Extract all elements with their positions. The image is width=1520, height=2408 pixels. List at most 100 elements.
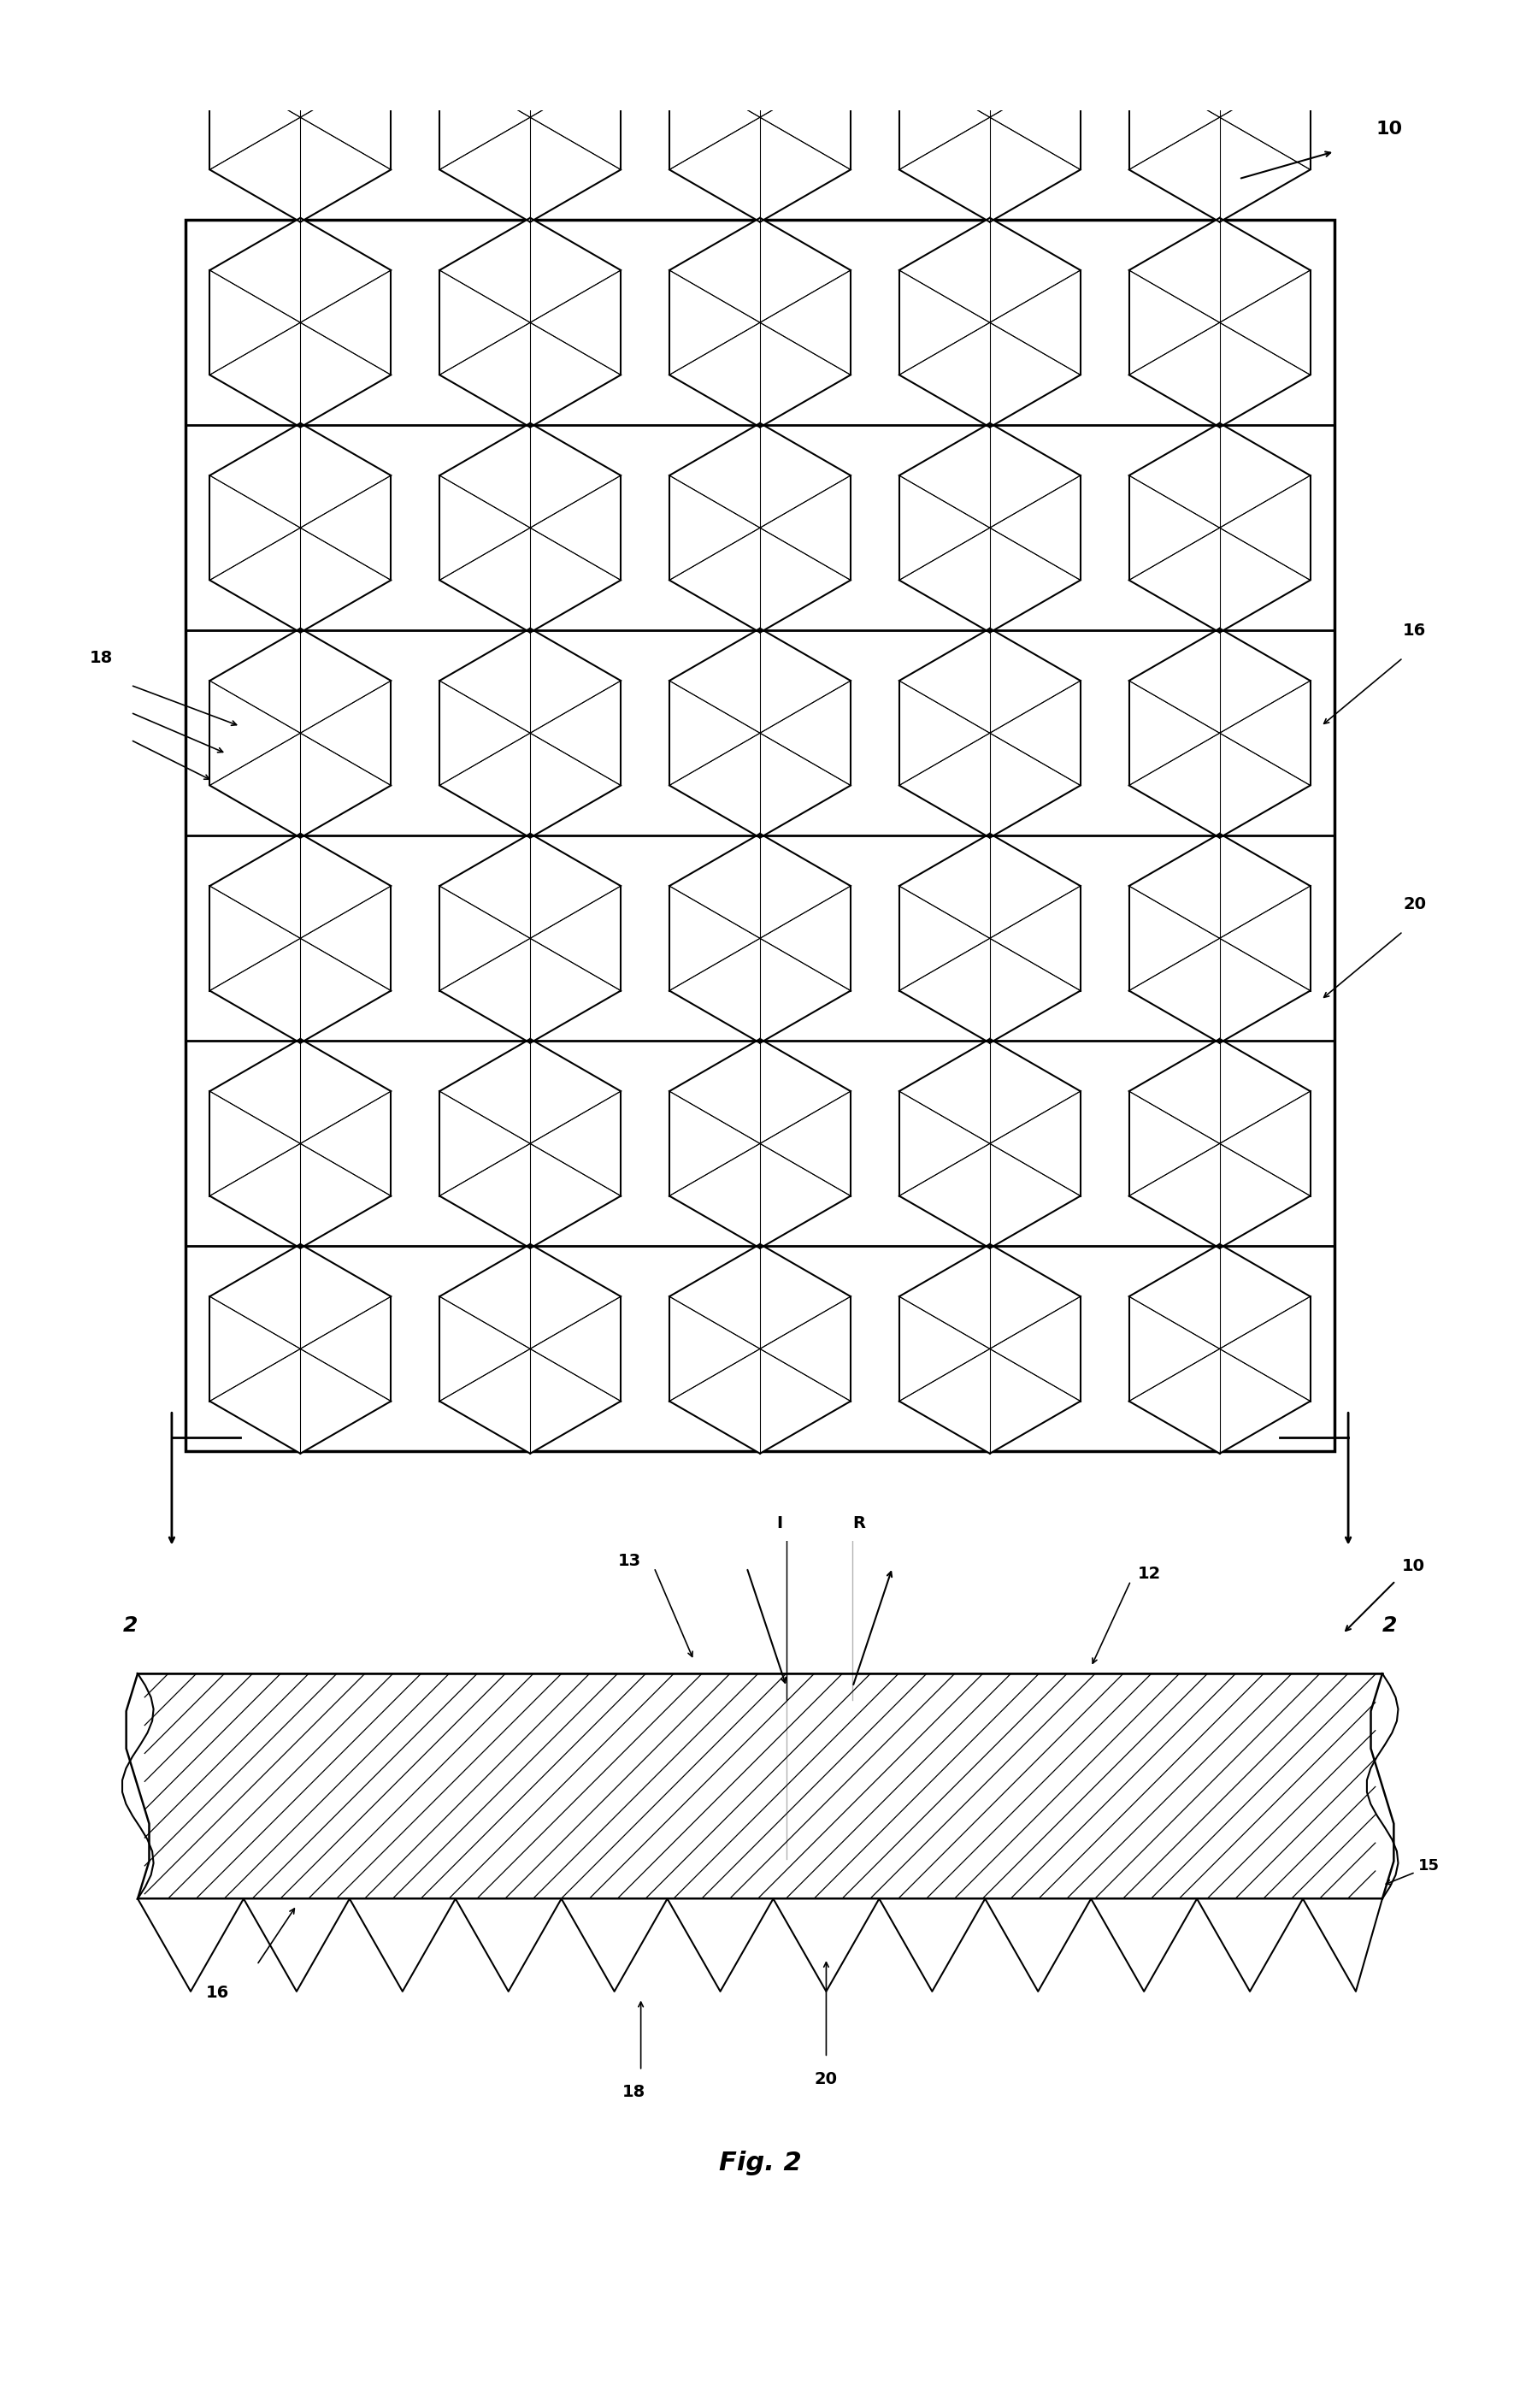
Polygon shape	[439, 424, 530, 527]
Polygon shape	[1129, 217, 1219, 323]
Polygon shape	[210, 474, 301, 580]
Polygon shape	[760, 1245, 851, 1348]
Polygon shape	[301, 833, 391, 939]
Text: 16: 16	[205, 1984, 230, 2001]
Polygon shape	[669, 118, 760, 222]
Polygon shape	[1219, 474, 1310, 580]
Polygon shape	[210, 1091, 301, 1197]
Polygon shape	[301, 474, 391, 580]
Polygon shape	[1219, 939, 1310, 1043]
Polygon shape	[1219, 270, 1310, 376]
Polygon shape	[760, 12, 851, 118]
Polygon shape	[439, 628, 530, 732]
Polygon shape	[900, 270, 990, 376]
Polygon shape	[900, 939, 990, 1043]
Polygon shape	[760, 833, 851, 939]
Polygon shape	[1129, 424, 1219, 527]
Polygon shape	[301, 1296, 391, 1401]
Polygon shape	[760, 217, 851, 323]
Polygon shape	[669, 1296, 760, 1401]
Polygon shape	[669, 323, 760, 426]
Polygon shape	[301, 118, 391, 222]
Polygon shape	[669, 474, 760, 580]
Polygon shape	[1129, 1144, 1219, 1247]
Polygon shape	[990, 1091, 1081, 1197]
Polygon shape	[210, 270, 301, 376]
Polygon shape	[301, 1245, 391, 1348]
Polygon shape	[530, 474, 620, 580]
Polygon shape	[439, 65, 530, 169]
Polygon shape	[301, 886, 391, 990]
Polygon shape	[301, 1091, 391, 1197]
Polygon shape	[900, 474, 990, 580]
Polygon shape	[669, 1091, 760, 1197]
Polygon shape	[990, 1296, 1081, 1401]
Polygon shape	[1219, 732, 1310, 838]
Polygon shape	[530, 323, 620, 426]
Polygon shape	[1129, 1245, 1219, 1348]
Polygon shape	[990, 474, 1081, 580]
Polygon shape	[669, 681, 760, 785]
Polygon shape	[301, 65, 391, 169]
Polygon shape	[1129, 939, 1219, 1043]
Polygon shape	[439, 681, 530, 785]
Polygon shape	[669, 1038, 760, 1144]
Polygon shape	[1129, 886, 1219, 990]
Polygon shape	[439, 1245, 530, 1348]
Polygon shape	[760, 1348, 851, 1454]
Polygon shape	[990, 323, 1081, 426]
Polygon shape	[210, 1144, 301, 1247]
Polygon shape	[439, 270, 530, 376]
Polygon shape	[530, 628, 620, 732]
Polygon shape	[669, 424, 760, 527]
Polygon shape	[760, 628, 851, 732]
Polygon shape	[990, 1038, 1081, 1144]
Polygon shape	[990, 886, 1081, 990]
Polygon shape	[669, 12, 760, 118]
Polygon shape	[900, 1348, 990, 1454]
Polygon shape	[760, 323, 851, 426]
Polygon shape	[530, 424, 620, 527]
Polygon shape	[301, 270, 391, 376]
Polygon shape	[301, 1144, 391, 1247]
Polygon shape	[1129, 118, 1219, 222]
Text: 18: 18	[623, 2085, 646, 2100]
Polygon shape	[1219, 217, 1310, 323]
Polygon shape	[1129, 323, 1219, 426]
Text: 10: 10	[1376, 120, 1403, 137]
Polygon shape	[760, 732, 851, 838]
Polygon shape	[990, 833, 1081, 939]
Polygon shape	[760, 527, 851, 633]
Polygon shape	[1129, 527, 1219, 633]
Polygon shape	[530, 118, 620, 222]
Polygon shape	[760, 118, 851, 222]
Polygon shape	[530, 1091, 620, 1197]
Polygon shape	[760, 939, 851, 1043]
Polygon shape	[530, 527, 620, 633]
Polygon shape	[669, 886, 760, 990]
Polygon shape	[669, 527, 760, 633]
Polygon shape	[990, 217, 1081, 323]
Polygon shape	[439, 886, 530, 990]
Polygon shape	[301, 1348, 391, 1454]
Polygon shape	[900, 424, 990, 527]
Polygon shape	[439, 732, 530, 838]
Polygon shape	[1219, 886, 1310, 990]
Polygon shape	[1129, 65, 1219, 169]
Polygon shape	[530, 1144, 620, 1247]
Polygon shape	[210, 323, 301, 426]
Polygon shape	[900, 1245, 990, 1348]
Polygon shape	[1219, 1144, 1310, 1247]
Polygon shape	[1219, 1348, 1310, 1454]
Bar	[185, 219, 1335, 1452]
Polygon shape	[439, 1348, 530, 1454]
Polygon shape	[990, 1245, 1081, 1348]
Polygon shape	[990, 1144, 1081, 1247]
Polygon shape	[210, 833, 301, 939]
Polygon shape	[530, 939, 620, 1043]
Polygon shape	[760, 65, 851, 169]
Polygon shape	[1129, 1091, 1219, 1197]
Polygon shape	[990, 118, 1081, 222]
Polygon shape	[900, 732, 990, 838]
Polygon shape	[210, 118, 301, 222]
